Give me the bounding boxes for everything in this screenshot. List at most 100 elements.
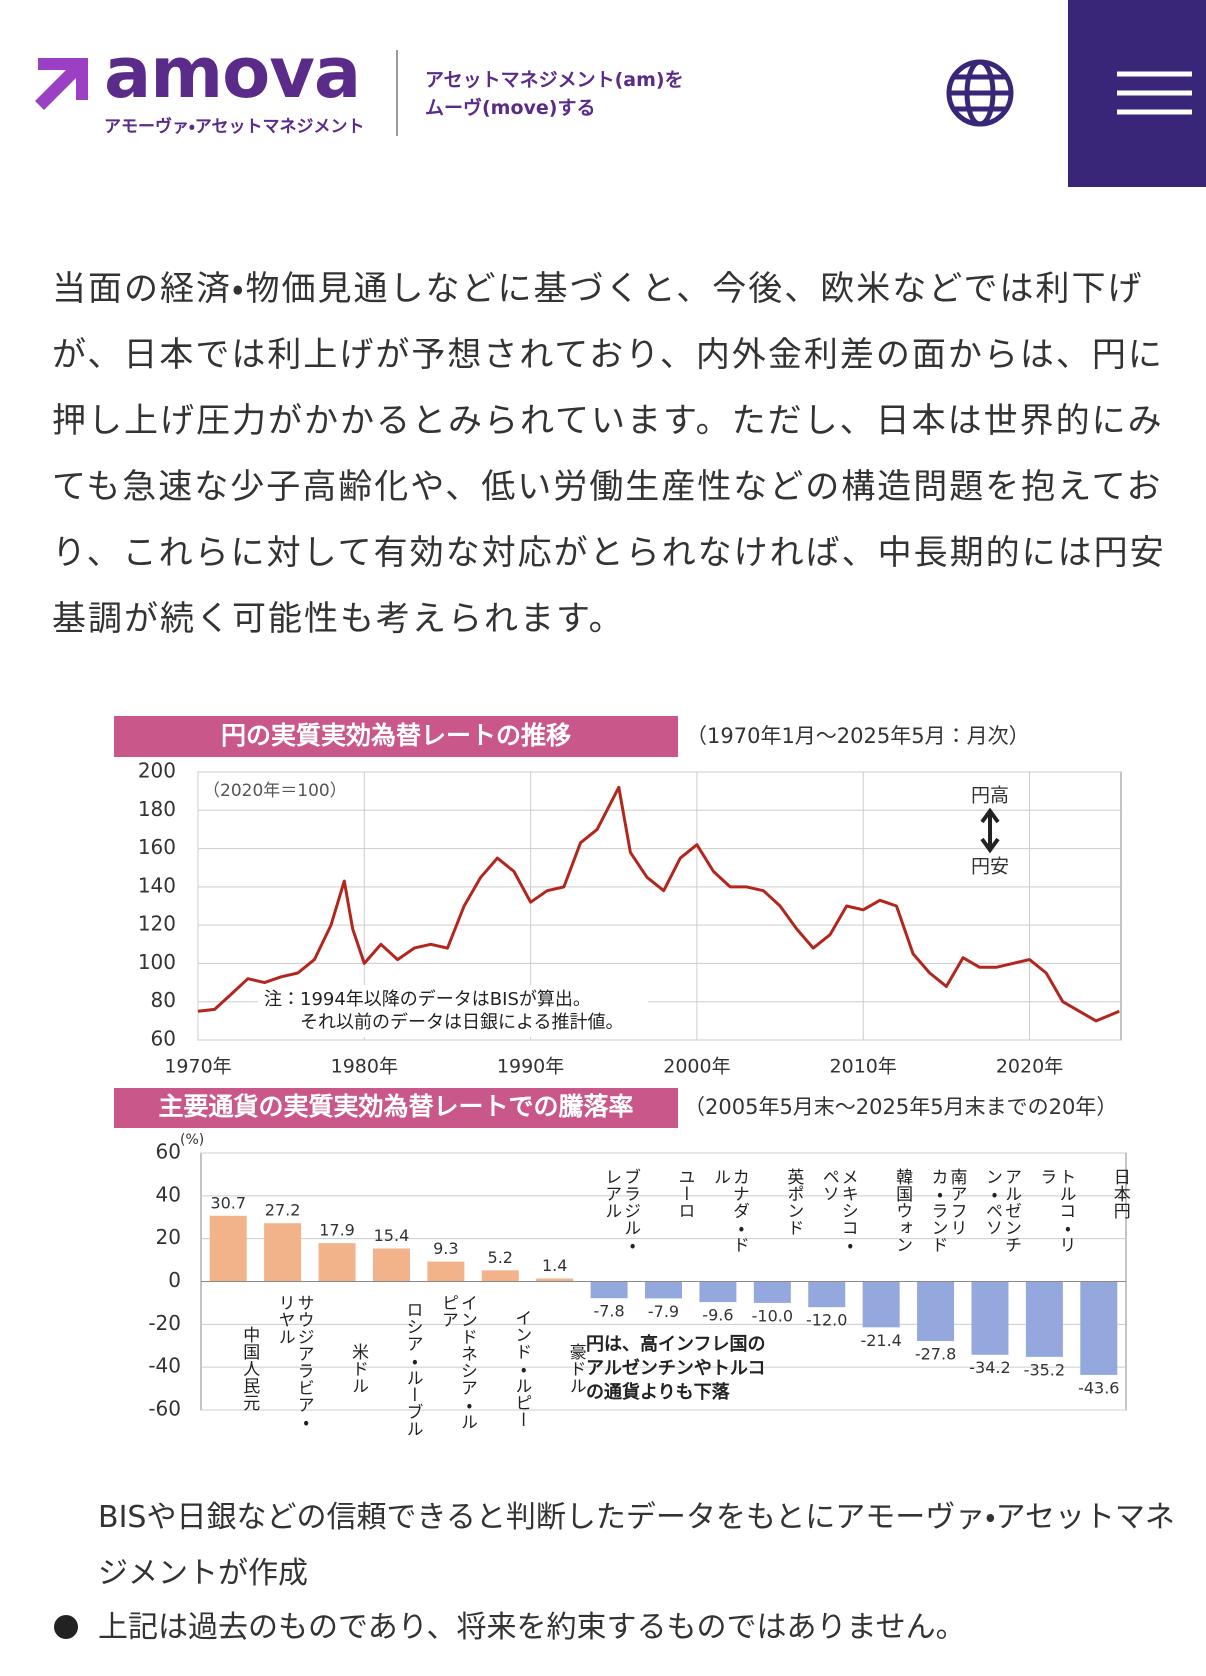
source-note: BISや日銀などの信頼できると判断したデータをもとにアモーヴァ・アセットマネジメ…: [98, 1500, 1175, 1591]
title-bar: [114, 1088, 678, 1128]
value-label: -27.8: [915, 1345, 956, 1364]
note: 注：1994年以降のデータはBISが算出。: [264, 989, 591, 1010]
chart-subtitle: （2005年5月末～2025年5月末までの20年）: [684, 1095, 1117, 1119]
bullet: [54, 1615, 78, 1639]
value-label: 1.4: [542, 1256, 567, 1275]
value-label: -34.2: [969, 1358, 1010, 1377]
category-label: カナダ・ドル: [709, 1168, 749, 1253]
annotation: アルゼンチンやトルコ: [586, 1357, 765, 1379]
y-tick-label: 20: [156, 1225, 181, 1249]
y-tick-label: 140: [138, 873, 176, 897]
tagline: アセットマネジメント(am)を ムーヴ(move)する: [425, 66, 684, 122]
y-tick-label: 120: [138, 912, 176, 936]
arrow: [980, 807, 1000, 854]
value-label: 27.2: [265, 1201, 301, 1220]
logo-subtitle: アモーヴァ・アセットマネジメント: [104, 117, 365, 137]
category-label: 南アフリカ・ランド: [927, 1168, 967, 1253]
value-label: -35.2: [1024, 1360, 1065, 1379]
bar: [1080, 1281, 1118, 1375]
category-label: 中国人民元: [239, 1326, 260, 1411]
chart-subtitle: （1970年1月～2025年5月：月次）: [686, 724, 1030, 748]
logo[interactable]: amova: [104, 32, 361, 114]
bar: [318, 1243, 356, 1282]
y-tick-label: -60: [148, 1397, 181, 1421]
bar: [971, 1281, 1009, 1355]
bar: [590, 1281, 628, 1299]
value-label: -10.0: [752, 1306, 793, 1325]
category-label: サウジアラビア・リヤル: [274, 1293, 314, 1430]
category-label: ロシア・ルーブル: [402, 1300, 423, 1437]
chart-title: 円の実質実効為替レートの推移: [221, 721, 571, 750]
y-tick-label: 80: [151, 988, 176, 1012]
bar: [481, 1270, 519, 1282]
tagline-line: ムーヴ(move)する: [425, 97, 596, 119]
globe-icon[interactable]: [946, 59, 1014, 127]
bar: [427, 1261, 465, 1282]
category-label: 韓国ウォン: [892, 1168, 913, 1253]
value-label: -9.6: [702, 1306, 733, 1325]
annotation: 円安: [971, 856, 1009, 878]
value-label: 15.4: [374, 1226, 410, 1245]
value-label: 5.2: [488, 1248, 513, 1267]
x-tick-label: 1980年: [331, 1056, 398, 1078]
x-tick-label: 2000年: [663, 1056, 730, 1078]
value-label: -7.9: [648, 1302, 679, 1321]
disclaimer: 上記は過去のものであり、将来を約束するものではありません。: [98, 1610, 966, 1645]
bar: [862, 1281, 900, 1328]
category-label: トルコ・リラ: [1036, 1168, 1076, 1253]
unit-label: (%): [180, 1132, 204, 1148]
y-tick-label: 60: [156, 1140, 181, 1164]
category-label: ユーロ: [674, 1168, 695, 1219]
bar: [264, 1223, 302, 1282]
y-tick-label: 180: [138, 797, 176, 821]
body-paragraph: 当面の経済・物価見通しなどに基づくと、今後、欧米などでは利下げが、日本では利上げ…: [52, 269, 1166, 639]
bar: [699, 1281, 737, 1303]
rate-line: [197, 785, 1120, 1023]
y-tick-label: 40: [156, 1182, 181, 1206]
annotation: 円は、高インフレ国の: [586, 1333, 765, 1355]
category-label: 日本円: [1109, 1168, 1130, 1219]
bar: [209, 1215, 247, 1282]
x-tick-label: 1970年: [164, 1056, 231, 1078]
category-label: メキシコ・ペソ: [818, 1168, 858, 1253]
category-label: インドネシア・ルピア: [437, 1293, 477, 1430]
x-tick-label: 2020年: [996, 1056, 1063, 1078]
note: それ以前のデータは日銀による推計値。: [300, 1012, 623, 1033]
bar: [536, 1278, 574, 1282]
annotation: 円高: [971, 785, 1009, 807]
y-tick-label: 200: [138, 759, 176, 783]
category-label: 豪ドル: [565, 1343, 586, 1394]
y-tick-label: 160: [138, 835, 176, 859]
value-label: -7.8: [593, 1302, 624, 1321]
x-tick-label: 2010年: [830, 1056, 897, 1078]
category-label: アルゼンチン・ペソ: [981, 1168, 1021, 1253]
bar: [645, 1281, 682, 1299]
category-label: ブラジル・レアル: [601, 1168, 641, 1253]
y-tick-label: -20: [148, 1311, 181, 1335]
value-label: -12.0: [806, 1311, 847, 1330]
x-tick-label: 1990年: [497, 1056, 564, 1078]
category-label: 米ドル: [348, 1343, 369, 1394]
y-tick-label: -40: [148, 1354, 181, 1378]
bar: [372, 1248, 410, 1282]
bar: [1025, 1281, 1063, 1357]
y-tick-label: 100: [138, 950, 176, 974]
y-tick-label: 60: [151, 1027, 176, 1051]
bar: [808, 1281, 846, 1308]
logo-mark: [35, 58, 88, 110]
title-bar: [114, 716, 678, 757]
value-label: 17.9: [319, 1221, 355, 1240]
value-label: 9.3: [433, 1239, 458, 1258]
bar: [753, 1281, 791, 1303]
category-label: インド・ルピー: [511, 1309, 532, 1428]
category-label: 英ポンド: [783, 1168, 804, 1236]
chart-title: 主要通貨の実質実効為替レートでの騰落率: [158, 1092, 633, 1121]
menu-icon[interactable]: [1117, 71, 1192, 115]
value-label: 30.7: [210, 1193, 246, 1212]
value-label: -21.4: [860, 1331, 901, 1350]
unit-note: （2020年＝100）: [203, 781, 347, 801]
note-box: [258, 985, 648, 1037]
